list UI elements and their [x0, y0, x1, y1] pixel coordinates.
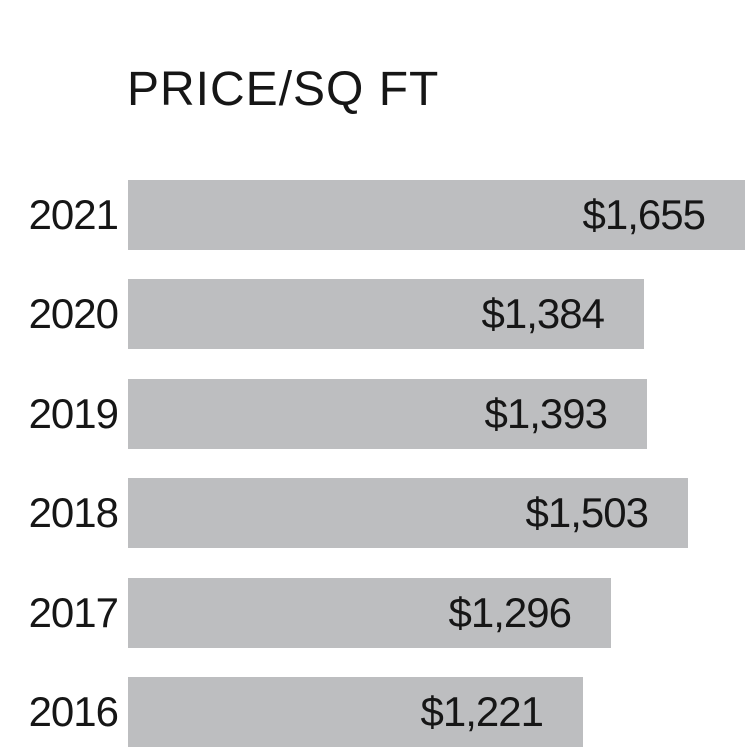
bar-row: 2021 $1,655 [0, 180, 750, 250]
bar: $1,503 [128, 478, 688, 548]
bar: $1,296 [128, 578, 611, 648]
bar-row: 2019 $1,393 [0, 379, 750, 449]
value-label: $1,221 [420, 688, 544, 735]
value-label: $1,503 [525, 489, 649, 536]
year-label: 2019 [28, 390, 119, 437]
value-label: $1,655 [582, 191, 706, 238]
bar: $1,221 [128, 677, 583, 747]
year-label: 2018 [28, 489, 119, 536]
bar: $1,393 [128, 379, 647, 449]
value-label: $1,296 [448, 589, 572, 636]
bar: $1,655 [128, 180, 745, 250]
year-label: 2016 [28, 688, 119, 735]
bar-row: 2020 $1,384 [0, 279, 750, 349]
year-label: 2021 [28, 191, 119, 238]
year-label: 2017 [28, 589, 119, 636]
value-label: $1,384 [481, 290, 605, 337]
value-label: $1,393 [484, 390, 608, 437]
year-label: 2020 [28, 290, 119, 337]
bar-row: 2018 $1,503 [0, 478, 750, 548]
chart-title: PRICE/SQ FT [127, 63, 440, 116]
bar-row: 2017 $1,296 [0, 578, 750, 648]
bar: $1,384 [128, 279, 644, 349]
bar-row: 2016 $1,221 [0, 677, 750, 747]
